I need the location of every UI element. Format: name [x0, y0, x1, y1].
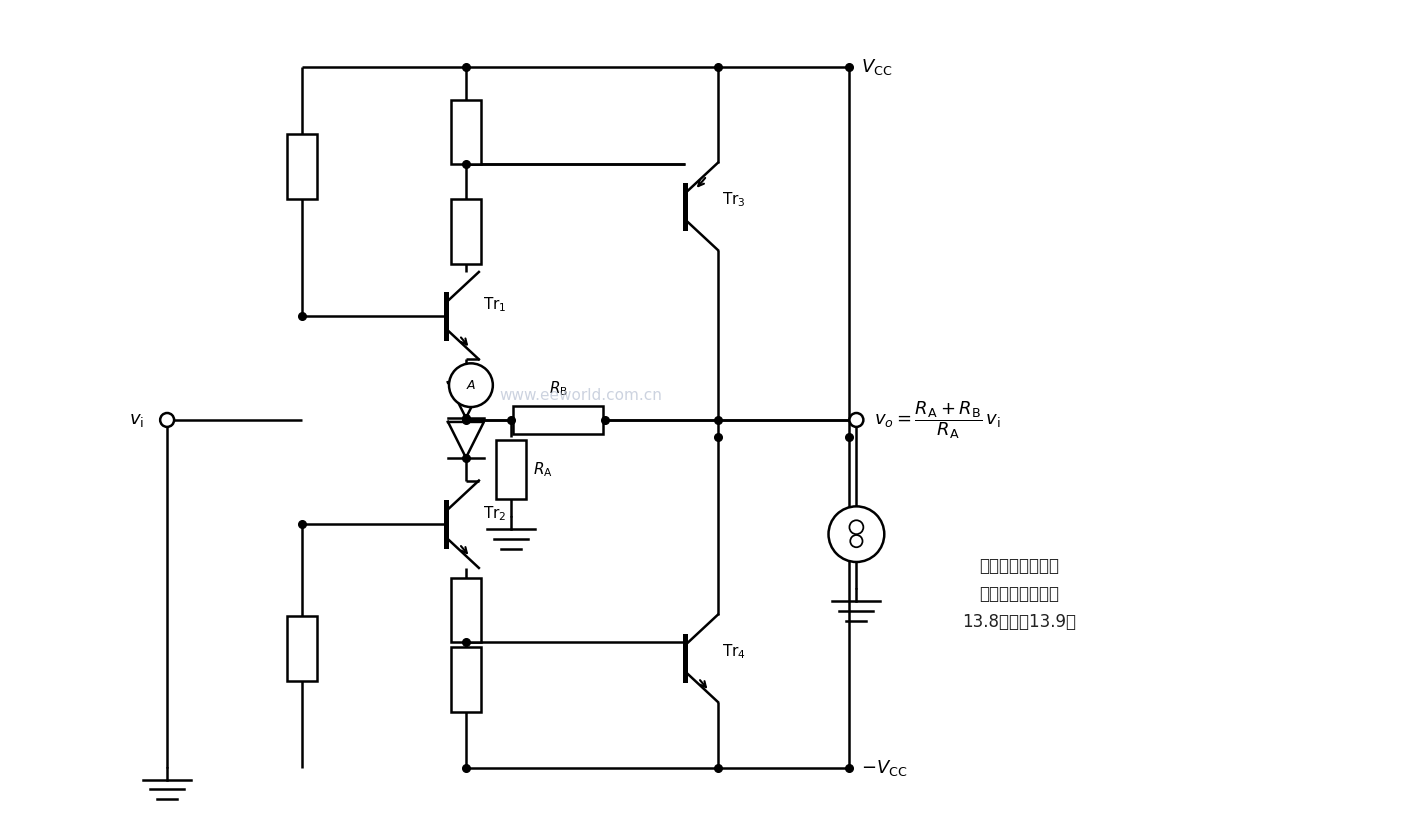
Bar	[451, 578, 480, 643]
Text: Tr$_4$: Tr$_4$	[723, 643, 747, 661]
Text: 关于运用功率运算
放大器的问题见第
13.8节和第13.9节: 关于运用功率运算 放大器的问题见第 13.8节和第13.9节	[962, 557, 1075, 630]
Text: $-V_{\rm CC}$: $-V_{\rm CC}$	[861, 757, 907, 778]
Text: Tr$_3$: Tr$_3$	[723, 191, 745, 210]
Bar	[286, 616, 317, 681]
Circle shape	[850, 413, 864, 427]
Circle shape	[850, 535, 862, 547]
Text: Tr$_1$: Tr$_1$	[483, 295, 507, 314]
Text: A: A	[466, 379, 475, 392]
Bar	[513, 406, 603, 434]
Bar	[451, 648, 480, 712]
Circle shape	[828, 507, 885, 562]
Circle shape	[850, 521, 864, 534]
Text: Tr$_2$: Tr$_2$	[483, 504, 507, 523]
Text: $v_{\rm i}$: $v_{\rm i}$	[130, 411, 144, 429]
Text: $v_o = \dfrac{R_{\rm A}+R_{\rm B}}{R_{\rm A}}\,v_{\rm i}$: $v_o = \dfrac{R_{\rm A}+R_{\rm B}}{R_{\r…	[875, 399, 1000, 441]
Bar	[286, 134, 317, 199]
Circle shape	[161, 413, 175, 427]
Bar	[496, 440, 526, 499]
Text: $R_{\rm A}$: $R_{\rm A}$	[533, 460, 552, 479]
Text: $R_{\rm B}$: $R_{\rm B}$	[548, 380, 568, 398]
Text: www.eeworld.com.cn: www.eeworld.com.cn	[499, 388, 662, 403]
Bar	[451, 100, 480, 164]
Text: $V_{\rm CC}$: $V_{\rm CC}$	[861, 58, 893, 78]
Circle shape	[449, 363, 493, 407]
Bar	[451, 199, 480, 263]
